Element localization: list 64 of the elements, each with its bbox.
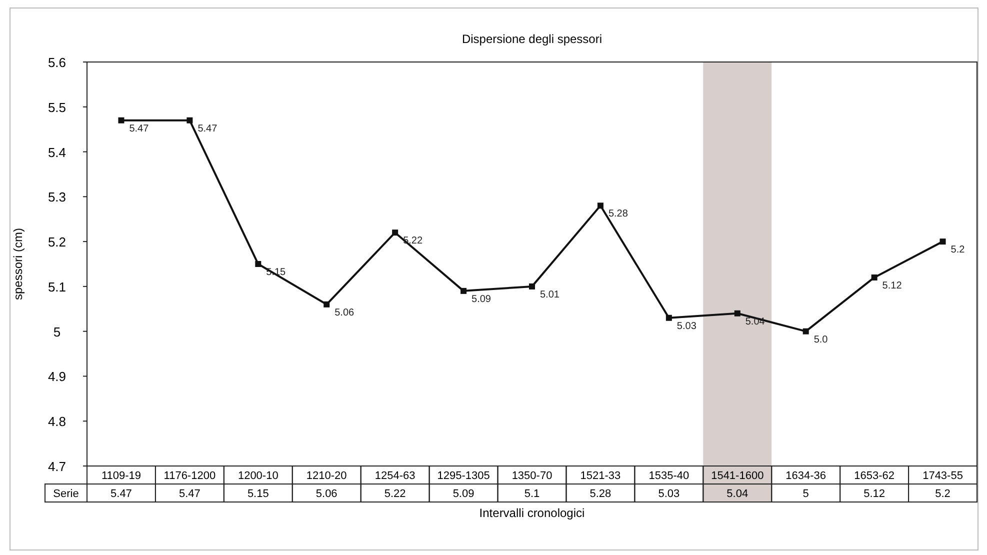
annotation: 5.09 <box>472 294 492 305</box>
annotation: 5.03 <box>676 320 697 332</box>
annotation: 5.04 <box>745 316 766 328</box>
text: Serie <box>53 488 79 500</box>
x-tick-label: 1743-55 <box>922 470 963 482</box>
annotation: 5.0 <box>814 334 828 346</box>
point <box>871 274 878 280</box>
x-tick-label: 1200-10 <box>238 470 278 482</box>
data-label: 5.22 <box>384 488 406 500</box>
y-tick-label: 5.3 <box>48 190 66 205</box>
data-label: 5.09 <box>452 488 474 500</box>
x-axis-title: Intervalli cronologici <box>479 506 585 520</box>
x-tick-label: 1295-1305 <box>437 470 490 482</box>
data-label: 5.04 <box>726 488 748 500</box>
x-tick-label: 1521-33 <box>580 470 621 482</box>
point <box>802 328 809 334</box>
annotation: 5.47 <box>198 123 218 134</box>
annotation: 5.01 <box>540 289 560 300</box>
y-axis-title: spessori (cm) <box>11 228 25 300</box>
annotation: 5.06 <box>334 307 355 318</box>
x-tick-label: 1535-40 <box>648 470 690 482</box>
data-label: 5.28 <box>590 488 612 500</box>
data-label: 5.06 <box>316 488 338 500</box>
x-tick-label: 1176-1200 <box>164 470 216 482</box>
x-tick-label: 1109-19 <box>101 470 142 482</box>
point <box>734 310 740 316</box>
y-tick-label: 4.7 <box>48 459 66 474</box>
data-label: 5.12 <box>864 488 886 500</box>
point <box>186 117 193 124</box>
annotation: 5.12 <box>882 280 902 292</box>
x-tick-label: 1634-36 <box>786 470 826 482</box>
point <box>529 283 535 290</box>
x-tick-label: 1254-63 <box>374 470 416 482</box>
y-tick-label: 5.5 <box>48 100 66 115</box>
y-tick-label: 4.8 <box>48 414 66 430</box>
point <box>324 301 330 308</box>
annotation: 5.47 <box>129 123 150 134</box>
y-tick-label: 5.6 <box>48 55 66 70</box>
point <box>460 288 467 294</box>
x-tick-label: 1210-20 <box>306 470 347 482</box>
point <box>666 314 672 321</box>
point <box>392 230 398 236</box>
point <box>118 117 124 124</box>
x-tick-label: 1541-1600 <box>711 470 764 482</box>
y-tick-label: 4.9 <box>48 369 66 384</box>
data-label: 5.1 <box>524 488 540 500</box>
annotation: 5.28 <box>608 208 628 220</box>
data-label: 5.03 <box>658 488 680 500</box>
annotation: 5.2 <box>950 244 966 256</box>
chart-title: Dispersione degli spessori <box>462 32 602 46</box>
point <box>255 261 262 267</box>
point <box>940 238 946 245</box>
x-tick-label: 1653-62 <box>854 470 894 482</box>
point <box>597 202 604 209</box>
y-tick-label: 5.4 <box>48 144 66 160</box>
y-tick-label: 5.2 <box>48 234 66 250</box>
data-label: 5.47 <box>178 488 200 500</box>
y-tick-label: 5.1 <box>48 279 66 294</box>
data-label: 5.15 <box>247 488 269 500</box>
y-tick-label: 5 <box>53 324 61 340</box>
data-label: 5.2 <box>935 488 950 500</box>
data-label: 5.47 <box>110 488 132 500</box>
data-label: 5 <box>802 488 809 500</box>
x-tick-label: 1350-70 <box>512 470 552 482</box>
